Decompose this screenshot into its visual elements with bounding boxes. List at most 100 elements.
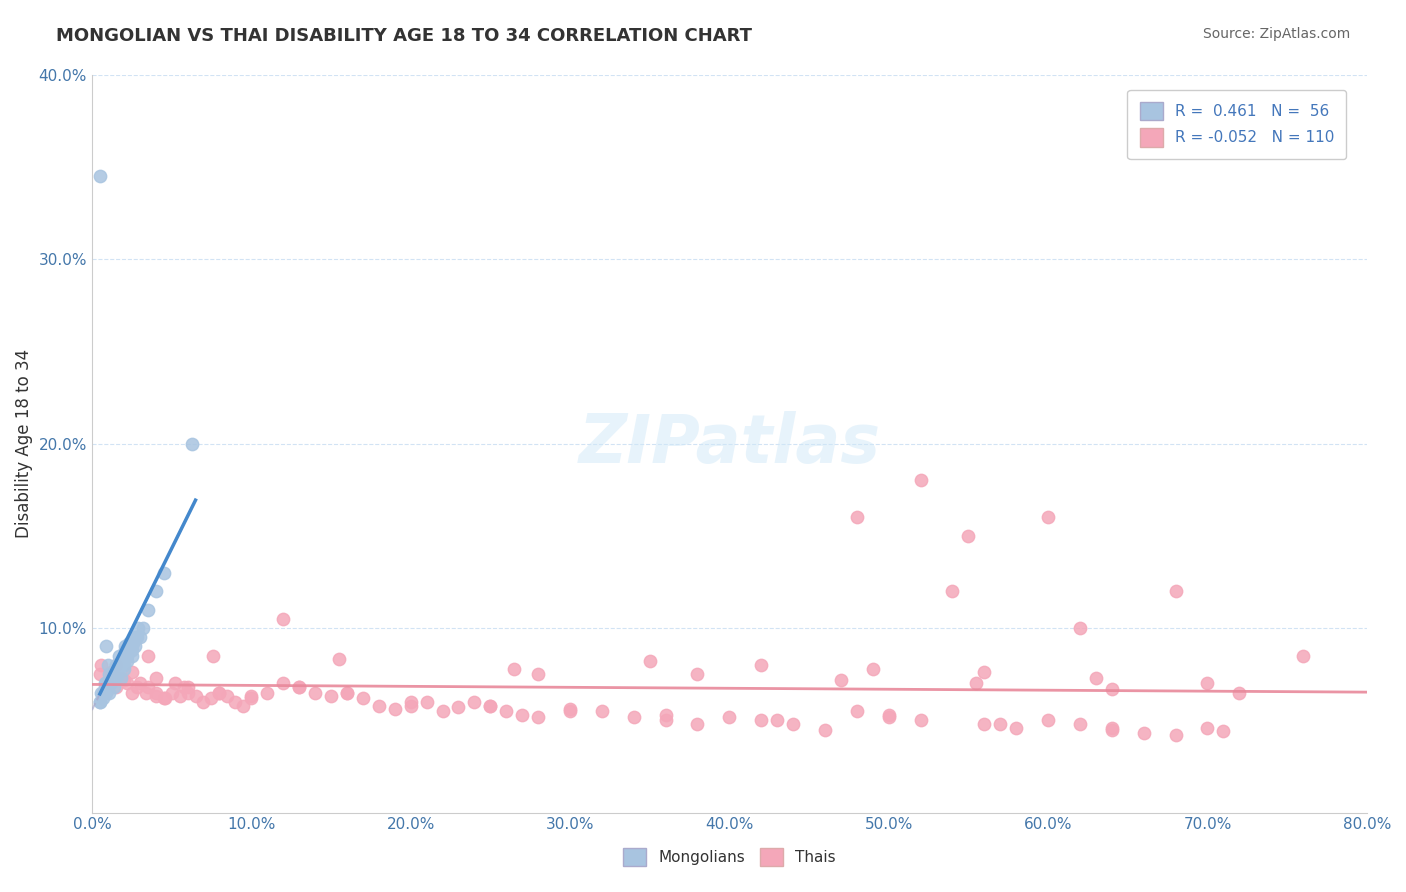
Point (941, 584, 963, 599)
Point (128, 676, 150, 690)
Point (1197, 721, 1219, 735)
Point (415, 695, 437, 709)
Y-axis label: Disability Age 18 to 34: Disability Age 18 to 34 (15, 349, 32, 538)
Point (122, 636, 145, 650)
Point (96, 640, 118, 654)
Point (117, 636, 139, 650)
Point (217, 690, 239, 704)
Point (93, 676, 115, 690)
Point (115, 654, 138, 668)
Point (957, 529, 980, 543)
Point (145, 685, 167, 699)
Point (136, 680, 159, 694)
Point (124, 640, 146, 654)
Point (173, 680, 195, 694)
Point (1101, 681, 1123, 696)
Point (527, 667, 550, 681)
Point (176, 680, 198, 694)
Point (479, 698, 502, 713)
Point (104, 667, 127, 681)
Point (107, 669, 129, 683)
Point (114, 643, 136, 657)
Point (103, 667, 125, 681)
Point (100, 673, 122, 687)
Point (910, 474, 932, 488)
Point (112, 673, 135, 687)
Point (160, 685, 183, 699)
Point (877, 707, 900, 722)
Point (176, 685, 198, 699)
Point (510, 707, 533, 722)
Point (232, 698, 254, 713)
Point (1005, 721, 1028, 735)
Point (124, 630, 146, 644)
Point (814, 723, 837, 737)
Point (749, 713, 772, 727)
Point (367, 698, 389, 713)
Point (271, 612, 294, 626)
Point (89, 169, 111, 183)
Point (121, 665, 143, 680)
Point (319, 690, 342, 704)
Point (184, 690, 207, 704)
Point (96, 685, 118, 699)
Point (155, 691, 177, 706)
Point (1164, 728, 1187, 742)
Point (112, 657, 135, 672)
Point (111, 654, 134, 668)
Legend: R =  0.461   N =  56, R = -0.052   N = 110: R = 0.461 N = 56, R = -0.052 N = 110 (1128, 89, 1347, 159)
Point (558, 704, 581, 718)
Point (89, 695, 111, 709)
Point (1101, 723, 1123, 737)
Point (101, 671, 124, 685)
Point (89, 695, 111, 709)
Point (91, 685, 114, 699)
Point (463, 695, 485, 709)
Point (1069, 717, 1091, 731)
Point (208, 685, 231, 699)
Point (93, 680, 115, 694)
Point (224, 695, 246, 709)
Point (1164, 584, 1187, 599)
Point (136, 602, 159, 616)
Point (877, 709, 900, 723)
Point (101, 667, 124, 681)
Point (111, 654, 134, 668)
Point (110, 657, 132, 672)
Point (97, 657, 120, 672)
Point (104, 657, 127, 672)
Point (110, 671, 132, 685)
Point (910, 713, 932, 727)
Point (120, 640, 142, 654)
Point (352, 691, 374, 706)
Point (432, 704, 454, 718)
Point (479, 698, 502, 713)
Point (121, 648, 143, 663)
Point (125, 680, 148, 694)
Point (200, 691, 222, 706)
Point (1292, 648, 1315, 663)
Point (127, 621, 149, 635)
Point (988, 717, 1011, 731)
Point (121, 685, 143, 699)
Point (136, 648, 159, 663)
Point (399, 695, 422, 709)
Point (965, 676, 987, 690)
Point (503, 662, 526, 676)
Point (104, 667, 127, 681)
Point (1101, 721, 1123, 735)
Point (766, 713, 789, 727)
Point (384, 702, 406, 716)
Point (336, 685, 359, 699)
Point (1197, 676, 1219, 690)
Point (256, 685, 278, 699)
Point (104, 680, 127, 694)
Point (100, 676, 122, 690)
Point (845, 510, 868, 524)
Point (328, 652, 350, 666)
Point (90, 685, 112, 699)
Point (163, 676, 186, 690)
Point (110, 671, 132, 685)
Point (862, 662, 884, 676)
Point (240, 690, 263, 704)
